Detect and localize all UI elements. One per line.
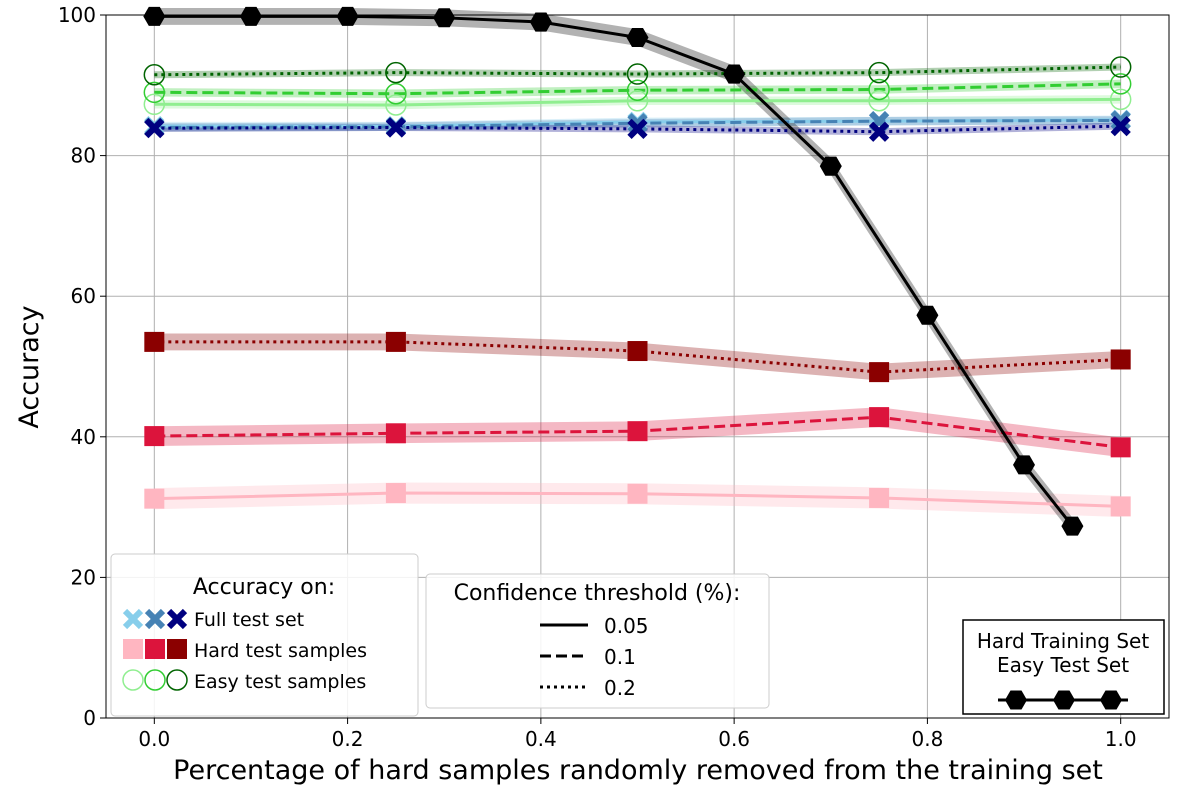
series-easy-02-point (143, 64, 166, 86)
series-hard-02-point (627, 341, 648, 362)
x-tick-label: 1.0 (1105, 727, 1137, 751)
series-easy-005-point (385, 94, 407, 116)
y-tick-label: 20 (71, 565, 96, 589)
series-hard-training-point (626, 28, 649, 47)
series-hard-01-point (1110, 437, 1131, 458)
legend-training: Hard Training Set Easy Test Set (962, 619, 1165, 715)
y-axis-label: Accuracy (14, 305, 45, 428)
x-tick-label: 0.0 (138, 727, 170, 751)
legend-threshold-title: Confidence threshold (%): (454, 581, 741, 606)
legend-accuracy-title: Accuracy on: (193, 575, 335, 600)
legend-hard-square-icon (145, 639, 165, 659)
series-hard-005-point (1110, 496, 1131, 517)
series-easy-02-point (626, 63, 649, 85)
legend-easy-circle-icon (122, 669, 144, 691)
series-easy-005-point (868, 90, 890, 112)
series-hard-01-point (869, 407, 890, 428)
series-hard-training-point (433, 8, 456, 28)
plot-frame (105, 14, 1170, 719)
series-easy-01-point (626, 79, 649, 101)
series-hard-01-point (385, 423, 406, 444)
series-hard-training-point (1013, 455, 1035, 475)
legend-full-x-icon (144, 608, 166, 630)
series-easy-02-point (385, 61, 407, 84)
legend-hard-square-icon (123, 639, 143, 659)
series-hard-02-point (1110, 349, 1131, 370)
series-easy-02-point (1109, 56, 1132, 78)
series-full-02-point (144, 118, 165, 139)
series-hard-training-point (1061, 516, 1084, 536)
series-easy-01-point (868, 78, 890, 101)
legend-threshold-02: 0.2 (604, 676, 636, 700)
legend-easy-circle-icon (144, 669, 166, 691)
series-hard-005-point (869, 487, 890, 508)
x-tick-label: 0.2 (332, 727, 364, 751)
y-tick-label: 100 (58, 3, 96, 27)
legend-hard-square-icon (167, 639, 187, 659)
series-hard-training-point (240, 6, 262, 26)
series-easy-01-point (143, 81, 166, 104)
legend-accuracy: Accuracy on: Full test set Hard test sam… (110, 553, 419, 717)
x-tick-label: 0.6 (718, 727, 750, 751)
series-hard-02-point (385, 331, 406, 352)
series-hard-01-point (627, 421, 648, 442)
series-full-01-point (1110, 110, 1131, 131)
series-full-02-point (868, 121, 890, 142)
x-tick-label: 0.8 (912, 727, 944, 751)
series-full-02-point (385, 117, 407, 138)
legend-threshold-01: 0.1 (604, 645, 636, 669)
legend-easy-circle-icon (166, 669, 188, 691)
series-hard-02-point (144, 331, 165, 352)
series-easy-01-point (1109, 73, 1132, 95)
legend-entry-hard: Hard test samples (194, 640, 367, 662)
y-tick-label: 40 (71, 425, 96, 449)
y-tick-label: 60 (71, 284, 96, 308)
axis-ticks: 0.0 0.2 0.4 0.6 0.8 1.0 0 20 40 60 80 100 (58, 3, 1137, 751)
series-hard-training-point (723, 64, 746, 84)
series-full-02-point (1110, 115, 1131, 137)
series-easy-02-point (868, 61, 890, 84)
series-markers (143, 6, 1132, 536)
series-hard-02-point (869, 362, 890, 383)
x-tick-label: 0.4 (525, 727, 557, 751)
x-axis-label: Percentage of hard samples randomly remo… (173, 755, 1103, 786)
series-easy-02-band (154, 63, 1121, 79)
series-full-01-point (627, 113, 648, 134)
legend-threshold-005: 0.05 (604, 614, 649, 638)
legend-full-x-icon (166, 608, 188, 630)
legend-threshold: Confidence threshold (%): 0.05 0.1 0.2 (425, 573, 770, 709)
series-hard-training-point (529, 12, 552, 32)
y-tick-label: 0 (83, 706, 96, 730)
series-hard-005-point (385, 483, 406, 504)
legend-training-title-1: Hard Training Set (977, 629, 1149, 653)
legend-training-title-2: Easy Test Set (997, 653, 1129, 677)
series-hard-training-point (916, 305, 939, 325)
series-easy-005-point (1109, 88, 1132, 111)
legend-training-hexagon-icon (1005, 690, 1027, 710)
series-hard-training-point (336, 6, 359, 26)
legend-full-x-icon (122, 608, 144, 630)
legend-entry-full: Full test set (194, 609, 304, 631)
series-hard-005-point (144, 488, 165, 509)
y-tick-label: 80 (71, 144, 96, 168)
series-hard-training-point (143, 6, 166, 26)
series-hard-005-point (627, 483, 648, 504)
series-hard-training-point (819, 156, 842, 176)
series-full-02-point (627, 118, 648, 140)
legend-training-hexagon-icon (1053, 690, 1075, 710)
series-easy-02-line (154, 65, 1121, 77)
legend-training-hexagon-icon (1100, 690, 1122, 710)
series-easy-005-point (143, 93, 166, 116)
series-easy-01-point (385, 82, 407, 105)
series-hard-01-point (144, 426, 165, 447)
series-easy-005-point (626, 90, 649, 112)
legend-entry-easy: Easy test samples (194, 671, 366, 693)
